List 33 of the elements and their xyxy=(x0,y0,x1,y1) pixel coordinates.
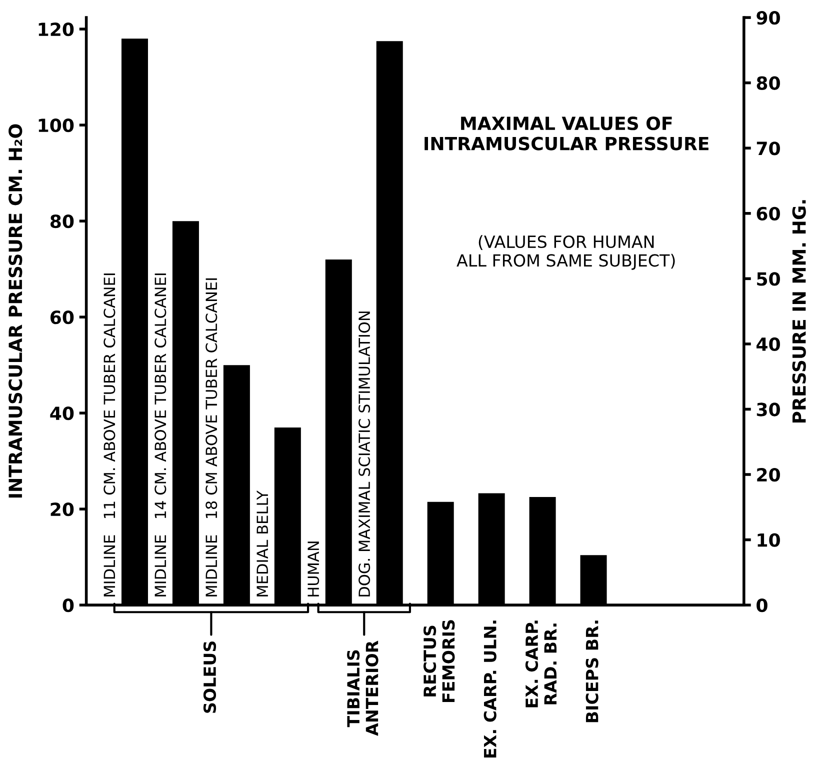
x-tick-label: RECTUS FEMORIS xyxy=(423,620,455,702)
y2-tick-label: 80 xyxy=(756,76,780,90)
text: TIBIALIS ANTERIOR xyxy=(347,640,378,736)
x-tick-label: BICEPS BR. xyxy=(586,620,598,722)
y2-tick-label: 70 xyxy=(756,142,780,156)
x-tick-label: EX. CARP. RAD. BR. xyxy=(525,620,556,708)
x-tick-label: HUMAN xyxy=(308,542,320,596)
x-tick-label: MEDIAL BELLY xyxy=(256,490,268,596)
y-tick-label: 40 xyxy=(50,406,74,420)
y-tick-label: 100 xyxy=(38,118,74,132)
y-tick-label: 120 xyxy=(38,22,74,36)
y2-tick-label: 0 xyxy=(756,598,768,612)
y2-tick-label: 20 xyxy=(757,468,780,482)
x-tick-label: MIDLINE 14 CM. ABOVE TUBER CALCANEI xyxy=(154,274,166,596)
x-tick-label: DOG. MAXIMAL SCIATIC STIMULATION xyxy=(358,312,370,596)
y-tick-label: 20 xyxy=(50,502,74,516)
y2-axis-title: PRESSURE IN MM. HG. xyxy=(792,200,806,423)
y2-tick-label: 30 xyxy=(756,402,780,416)
y-tick-label: 0 xyxy=(62,598,74,612)
y-tick-label: 80 xyxy=(50,214,74,228)
x-tick-label: EX. CARP. ULN. xyxy=(484,620,496,758)
y2-tick-label: 90 xyxy=(756,11,780,25)
y-tick-label: 60 xyxy=(50,310,74,324)
text: MAXIMAL VALUES OF INTRAMUSCULAR PRESSURE xyxy=(424,116,708,150)
y2-tick-label: 10 xyxy=(758,533,780,547)
x-tick-label: MIDLINE 11 CM. ABOVE TUBER CALCANEI xyxy=(104,274,116,596)
text: (VALUES FOR HUMAN ALL FROM SAME SUBJECT) xyxy=(456,235,675,270)
y2-tick-label: 40 xyxy=(756,337,780,352)
y2-tick-label: 60 xyxy=(756,206,780,220)
x-tick-label: MIDLINE 18 CM ABOVE TUBER CALCANEI xyxy=(206,278,218,596)
y-axis-title: INTRAMUSCULAR PRESSURE CM. H₂O xyxy=(8,124,22,498)
text: SOLEUS xyxy=(203,642,216,713)
y2-tick-label: 50 xyxy=(757,272,780,286)
